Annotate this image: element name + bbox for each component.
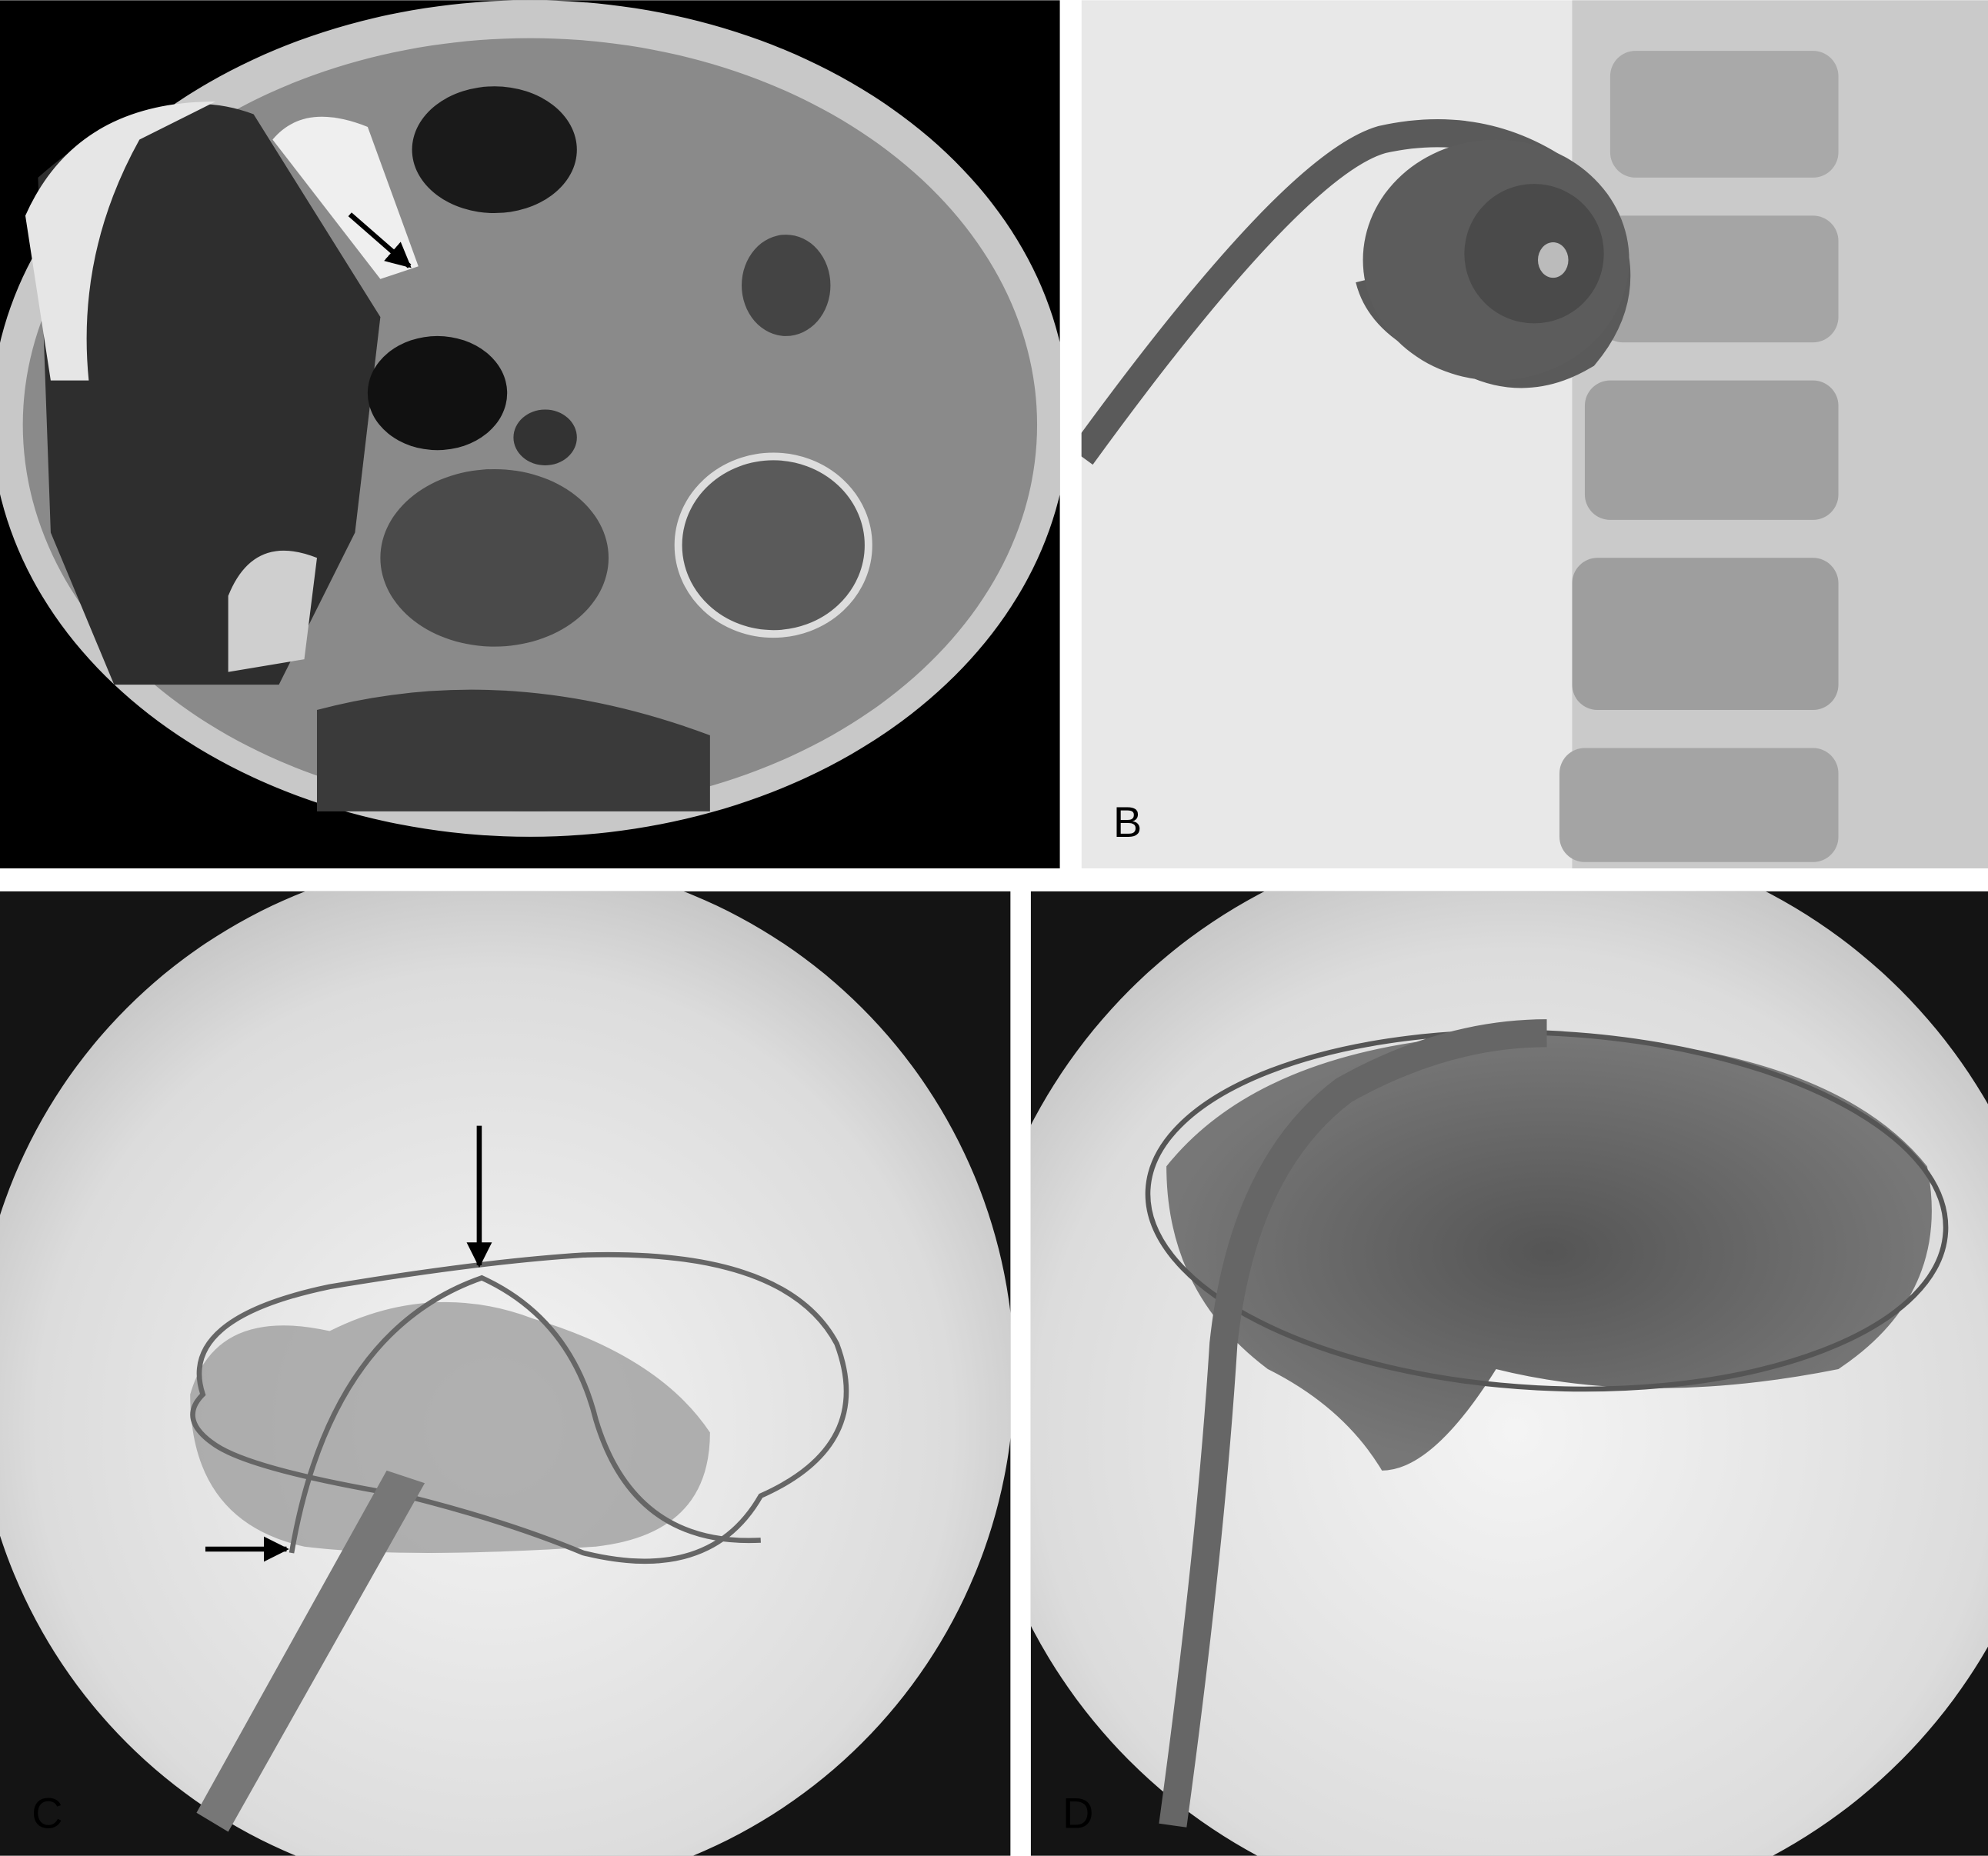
panel-d: D [1030,891,1988,1856]
panel-a: A [0,0,1060,869]
panel-label: A [32,798,61,846]
panel-c: C [0,891,1011,1856]
panel-label: B [1113,798,1142,846]
panel-label: D [1062,1789,1093,1838]
panel-b: B [1081,0,1988,869]
panel-label: C [32,1789,62,1838]
